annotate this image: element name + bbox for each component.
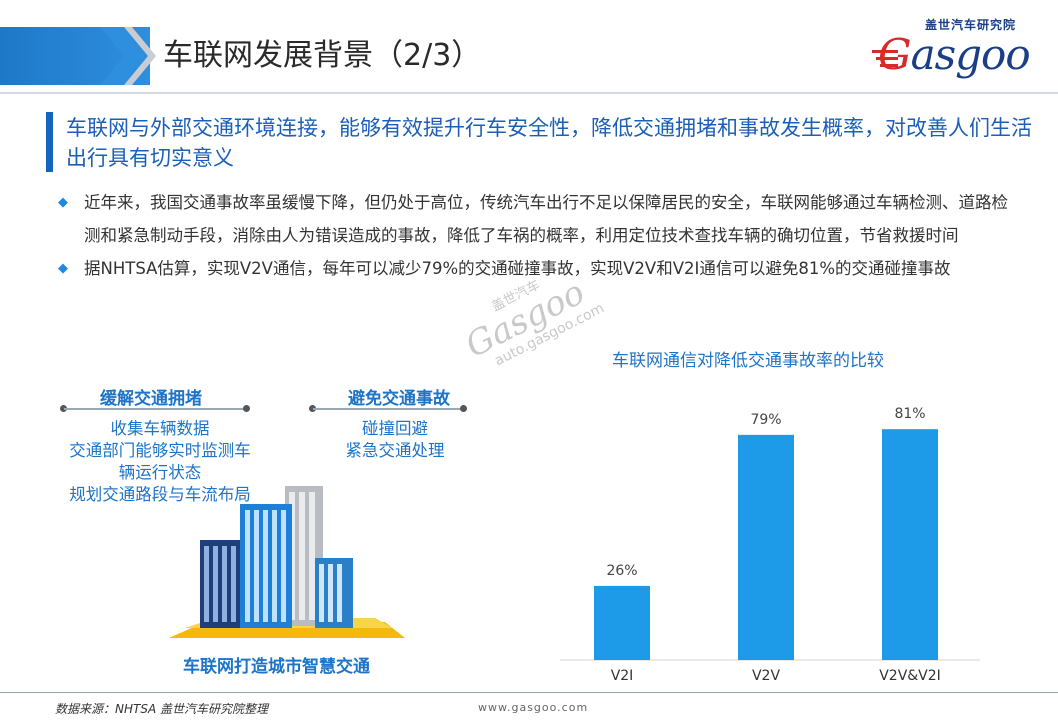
footer-url: www.gasgoo.com	[478, 701, 589, 714]
gasgoo-logo: Gasgoo	[878, 30, 1031, 79]
accident-line: 紧急交通处理	[345, 441, 445, 460]
city-caption: 车联网打造城市智慧交通	[183, 657, 370, 677]
bullet-text: 近年来，我国交通事故率虽缓慢下降，但仍处于高位，传统汽车出行不足以保障居民的安全…	[84, 193, 1008, 245]
line-dot-icon	[309, 405, 316, 412]
congestion-text-block: 收集车辆数据 交通部门能够实时监测车 辆运行状态 规划交通路段与车流布局	[40, 418, 280, 506]
chevron-decoration	[100, 27, 156, 85]
bar-v2v-v2i	[882, 429, 938, 660]
x-tick-label: V2V	[752, 668, 780, 684]
footer-source: 数据来源：NHTSA 盖世汽车研究院整理	[55, 702, 268, 716]
category-title-accident: 避免交通事故	[348, 389, 450, 409]
category-divider	[313, 408, 463, 410]
logo-rest-letters: asgoo	[910, 30, 1031, 79]
subtitle-accent-bar	[46, 112, 53, 172]
category-divider	[64, 408, 246, 410]
page-title: 车联网发展背景（2/3）	[163, 38, 482, 73]
accident-text-block: 碰撞回避 紧急交通处理	[320, 418, 470, 462]
congestion-line: 规划交通路段与车流布局	[69, 485, 251, 504]
bullet-text: 据NHTSA估算，实现V2V通信，每年可以减少79%的交通碰撞事故，实现V2V和…	[84, 259, 951, 278]
x-tick-label: V2I	[611, 668, 634, 684]
list-item: ◆ 据NHTSA估算，实现V2V通信，每年可以减少79%的交通碰撞事故，实现V2…	[58, 252, 1013, 285]
chart-title: 车联网通信对降低交通事故率的比较	[612, 351, 884, 371]
bar-chart: 26% V2I 79% V2V 81% V2V&V2I	[560, 406, 980, 684]
diamond-bullet-icon: ◆	[58, 261, 68, 276]
line-dot-icon	[243, 405, 250, 412]
category-title-congestion: 缓解交通拥堵	[100, 389, 202, 409]
data-label: 26%	[606, 563, 637, 579]
logo-g-letter: G	[878, 30, 912, 79]
congestion-line: 收集车辆数据	[110, 419, 210, 438]
logo-cn-text: 盖世汽车研究院	[925, 18, 1017, 32]
bar-v2i	[594, 585, 650, 660]
footer-divider	[0, 692, 1058, 693]
congestion-line: 交通部门能够实时监测车	[69, 441, 251, 460]
header-divider	[0, 92, 1058, 94]
city-buildings-icon	[169, 486, 405, 638]
subtitle-text: 车联网与外部交通环境连接，能够有效提升行车安全性，降低交通拥堵和事故发生概率，对…	[66, 116, 1032, 170]
data-label: 81%	[894, 406, 925, 422]
diamond-bullet-icon: ◆	[58, 195, 68, 210]
accident-line: 碰撞回避	[362, 419, 428, 438]
logo-stripes	[872, 50, 898, 67]
line-dot-icon	[60, 405, 67, 412]
bar-v2v	[738, 434, 794, 660]
congestion-line: 辆运行状态	[118, 463, 202, 482]
x-tick-label: V2V&V2I	[879, 668, 941, 684]
line-dot-icon	[460, 405, 467, 412]
bullet-list: ◆ 近年来，我国交通事故率虽缓慢下降，但仍处于高位，传统汽车出行不足以保障居民的…	[58, 186, 1013, 285]
data-label: 79%	[750, 412, 781, 428]
list-item: ◆ 近年来，我国交通事故率虽缓慢下降，但仍处于高位，传统汽车出行不足以保障居民的…	[58, 186, 1013, 252]
